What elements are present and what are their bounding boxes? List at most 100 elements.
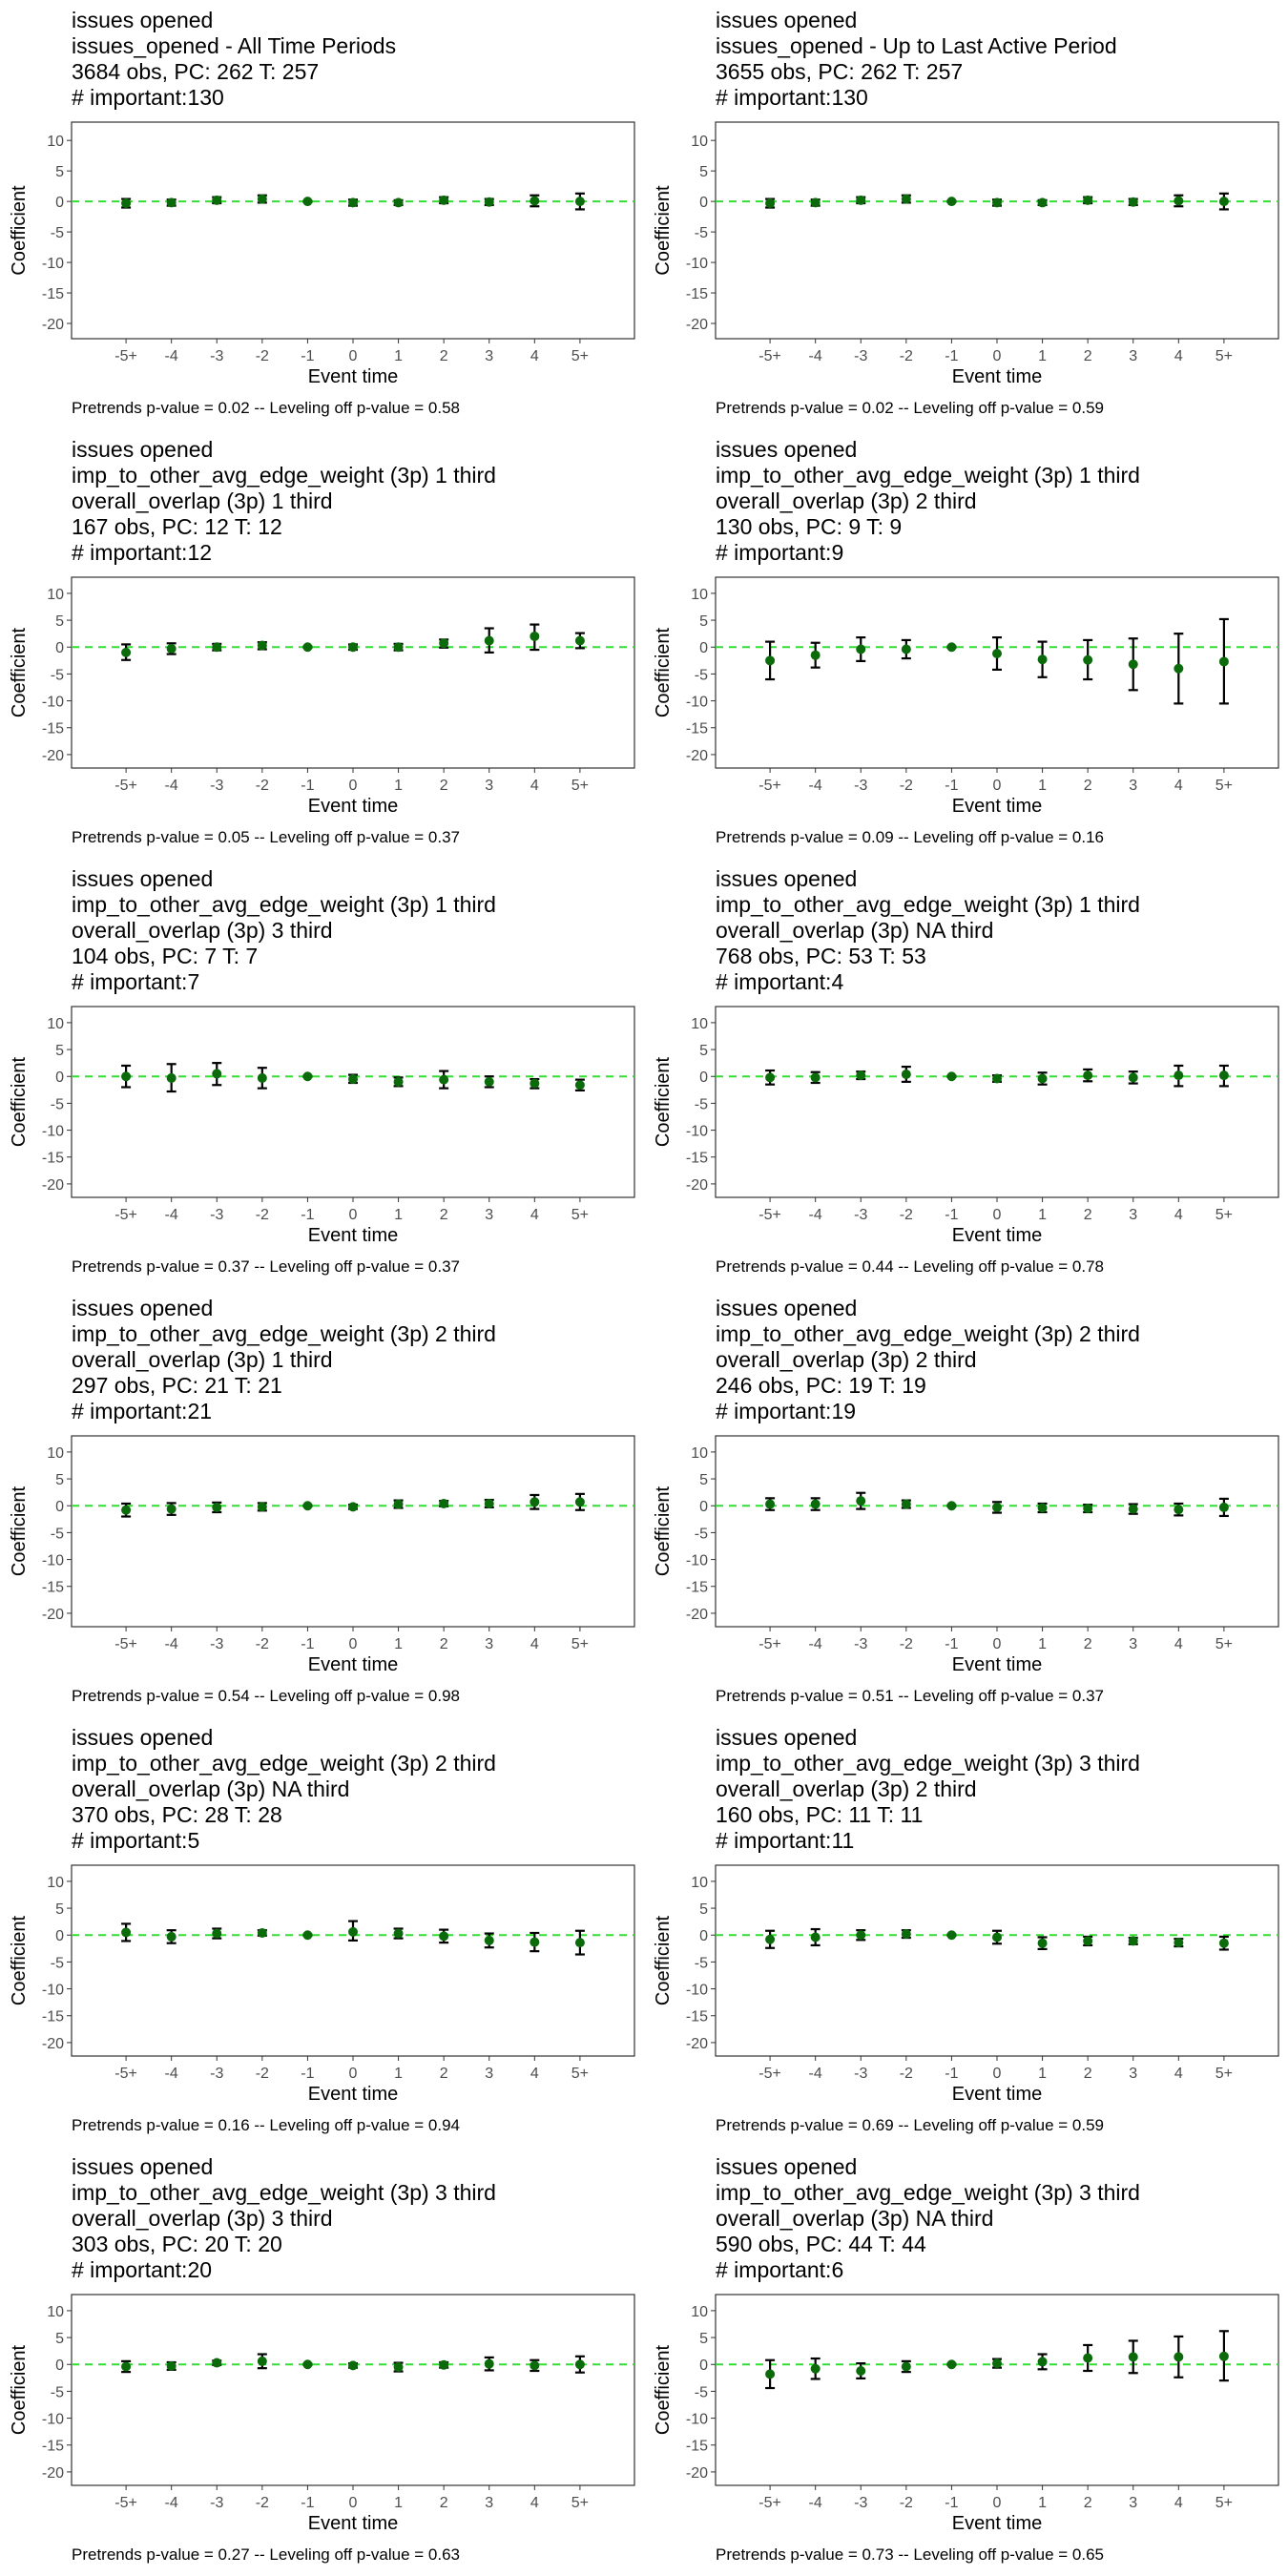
y-tick-label: -20: [686, 1177, 708, 1194]
x-tick-label: 3: [485, 2066, 493, 2082]
y-tick-label: 5: [699, 1901, 708, 1918]
y-tick-label: 0: [699, 1928, 708, 1944]
plot-frame: [71, 2294, 635, 2486]
data-point: [257, 1072, 267, 1083]
title-line: issues opened: [72, 2154, 214, 2179]
data-point: [121, 2361, 132, 2372]
data-point: [1128, 1936, 1138, 1946]
y-tick-label: 5: [699, 613, 708, 630]
y-tick-label: 5: [55, 2331, 64, 2347]
chart-panel: issues opened imp_to_other_avg_edge_weigh…: [644, 2147, 1288, 2576]
title-line: issues opened: [72, 8, 214, 32]
y-tick-label: 10: [47, 1016, 64, 1032]
y-tick-label: -15: [686, 1151, 708, 1167]
x-tick-label: 4: [1174, 1207, 1183, 1223]
y-tick-label: -20: [686, 1607, 708, 1623]
y-axis-label: Coefficient: [9, 1485, 30, 1576]
data-point: [393, 1499, 404, 1509]
x-tick-label: 0: [349, 348, 358, 364]
data-point: [393, 642, 404, 653]
data-point: [257, 2356, 267, 2366]
title-line: issues_opened - Up to Last Active Period: [716, 33, 1117, 58]
title-line: 590 obs, PC: 44 T: 44: [716, 2232, 926, 2256]
x-tick-label: 4: [1174, 778, 1183, 794]
data-point: [946, 1071, 957, 1082]
data-point: [530, 1937, 540, 1947]
plot-frame: [715, 576, 1279, 769]
title-line: issues opened: [72, 1725, 214, 1750]
y-tick-label: 0: [699, 1070, 708, 1086]
x-tick-label: 5+: [1215, 2495, 1233, 2511]
title-line: # important:21: [72, 1399, 213, 1423]
data-point: [1083, 1504, 1093, 1514]
x-tick-label: 1: [394, 2066, 403, 2082]
x-tick-label: 5+: [1215, 1207, 1233, 1223]
title-line: overall_overlap (3p) NA third: [716, 918, 994, 943]
y-tick-label: 10: [47, 1875, 64, 1891]
x-tick-label: -4: [809, 1207, 822, 1223]
y-tick-label: -10: [686, 1553, 708, 1569]
x-tick-label: -2: [900, 2066, 913, 2082]
data-point: [574, 197, 585, 207]
plot-frame: [71, 121, 635, 340]
y-tick-label: -15: [42, 1580, 64, 1596]
x-tick-label: 3: [1129, 348, 1137, 364]
y-tick-label: -10: [686, 695, 708, 711]
data-point: [302, 1071, 313, 1082]
x-tick-label: 2: [1084, 1636, 1092, 1652]
x-tick-label: -4: [165, 2495, 178, 2511]
y-tick-label: -5: [695, 1955, 708, 1971]
chart-panel: issues opened imp_to_other_avg_edge_weigh…: [0, 859, 644, 1288]
data-point: [992, 649, 1002, 658]
x-tick-label: -5+: [114, 348, 137, 364]
data-point: [1037, 654, 1048, 665]
y-tick-label: 10: [691, 1016, 708, 1032]
x-tick-label: 2: [440, 1207, 448, 1223]
x-tick-label: 1: [1038, 2066, 1047, 2082]
x-tick-label: -3: [854, 2495, 867, 2511]
x-tick-label: 3: [1129, 2495, 1137, 2511]
x-tick-label: 4: [530, 2495, 539, 2511]
y-tick-label: -20: [686, 317, 708, 333]
x-tick-label: -2: [900, 348, 913, 364]
x-tick-label: -4: [809, 348, 822, 364]
x-tick-label: 5+: [571, 1636, 589, 1652]
y-tick-label: 5: [699, 164, 708, 180]
p-value-footnote: Pretrends p-value = 0.05 -- Leveling off…: [72, 828, 460, 846]
title-line: overall_overlap (3p) 2 third: [716, 488, 977, 513]
title-line: 160 obs, PC: 11 T: 11: [716, 1802, 924, 1827]
y-tick-label: 10: [691, 134, 708, 150]
title-line: issues opened: [72, 866, 214, 891]
x-tick-label: -2: [256, 1207, 269, 1223]
y-tick-label: 0: [55, 2358, 64, 2374]
x-tick-label: 3: [1129, 2066, 1137, 2082]
chart-title: issues opened imp_to_other_avg_edge_weigh…: [716, 2154, 1140, 2283]
x-tick-label: 4: [530, 348, 539, 364]
plot-frame: [71, 1864, 635, 2057]
title-line: overall_overlap (3p) 1 third: [72, 488, 333, 513]
title-line: imp_to_other_avg_edge_weight (3p) 1 thir…: [716, 892, 1140, 917]
title-line: 130 obs, PC: 9 T: 9: [716, 514, 903, 539]
x-tick-label: 2: [1084, 348, 1092, 364]
y-tick-label: -15: [686, 1580, 708, 1596]
x-tick-label: -2: [900, 1636, 913, 1652]
y-axis-label: Coefficient: [653, 627, 674, 717]
data-point: [212, 642, 222, 653]
x-tick-label: 2: [440, 2495, 448, 2511]
data-point: [901, 194, 911, 204]
y-tick-label: 0: [699, 2358, 708, 2374]
x-tick-label: -3: [210, 2495, 223, 2511]
x-tick-label: 5+: [571, 778, 589, 794]
title-line: # important:19: [716, 1399, 857, 1423]
data-point: [765, 1499, 776, 1509]
y-tick-label: -5: [695, 1096, 708, 1112]
plot-frame: [715, 1435, 1279, 1628]
x-tick-label: 5+: [571, 2495, 589, 2511]
y-tick-label: -15: [686, 286, 708, 302]
y-tick-label: 5: [55, 1043, 64, 1059]
x-tick-label: 2: [1084, 2495, 1092, 2511]
data-point: [1083, 1936, 1093, 1946]
